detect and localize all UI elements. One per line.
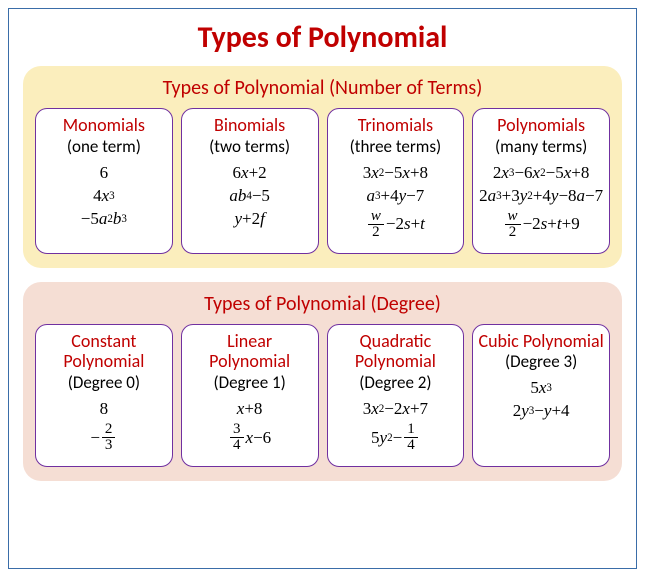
card-title: Quadratic Polynomial — [332, 331, 460, 372]
example: 4x3 — [40, 186, 168, 206]
card-subtitle: (three terms) — [332, 136, 460, 157]
section1-cards: Monomials(one term)64x3−5a2b3Binomials(t… — [35, 108, 610, 254]
card: Linear Polynomial(Degree 1) x+8 34x−6 — [181, 324, 319, 467]
card: Binomials(two terms) 6x+2 ab4−5 y+2f — [181, 108, 319, 254]
example: 3x2−5x+8 — [332, 163, 460, 183]
card-title: Linear Polynomial — [186, 331, 314, 372]
example: 6 — [40, 163, 168, 183]
example: 5y2−14 — [332, 422, 460, 453]
example: 34x−6 — [186, 422, 314, 453]
example: 3x2−2x+7 — [332, 399, 460, 419]
card-subtitle: (Degree 3) — [477, 351, 605, 372]
example: a3+4y−7 — [332, 186, 460, 206]
card: Constant Polynomial(Degree 0) 8 −23 — [35, 324, 173, 467]
main-title: Types of Polynomial — [23, 19, 622, 56]
card-title: Cubic Polynomial — [477, 331, 605, 352]
section-degree: Types of Polynomial (Degree) Constant Po… — [23, 282, 622, 481]
card-title: Monomials — [40, 115, 168, 136]
card-subtitle: (Degree 1) — [186, 372, 314, 393]
section2-title: Types of Polynomial (Degree) — [35, 292, 610, 316]
example: ab4−5 — [186, 186, 314, 206]
card-title: Binomials — [186, 115, 314, 136]
card: Polynomials(many terms) 2x3−6x2−5x+8 2a3+3… — [472, 108, 610, 254]
outer-frame: Types of Polynomial Types of Polynomial … — [8, 8, 637, 569]
example: 2x3−6x2−5x+8 — [477, 163, 605, 183]
card: Monomials(one term) 6 4x3 −5a2b3 — [35, 108, 173, 254]
example: 2a3+3y2+4y−8a−7 — [477, 186, 605, 206]
card-subtitle: (Degree 0) — [40, 372, 168, 393]
example: 6x+2 — [186, 163, 314, 183]
card-subtitle: (Degree 2) — [332, 372, 460, 393]
example: 5x3 — [477, 378, 605, 398]
example: w2−2s+t — [332, 209, 460, 240]
card-subtitle: (many terms) — [477, 136, 605, 157]
card-subtitle: (one term) — [40, 136, 168, 157]
card-title: Constant Polynomial — [40, 331, 168, 372]
example: w2−2s+t+9 — [477, 209, 605, 240]
card: Trinomials(three terms) 3x2−5x+8 a3+4y−7 w2… — [327, 108, 465, 254]
card-title: Trinomials — [332, 115, 460, 136]
example: 2y3−y+4 — [477, 401, 605, 421]
example: 8 — [40, 399, 168, 419]
card-title: Polynomials — [477, 115, 605, 136]
example: −5a2b3 — [40, 209, 168, 229]
example: y+2f — [186, 209, 314, 229]
card: Cubic Polynomial(Degree 3) 5x3 2y3−y+4 — [472, 324, 610, 467]
card-subtitle: (two terms) — [186, 136, 314, 157]
section1-title: Types of Polynomial (Number of Terms) — [35, 76, 610, 100]
example: −23 — [40, 422, 168, 453]
section2-cards: Constant Polynomial(Degree 0) 8 −23 Linear … — [35, 324, 610, 467]
example: x+8 — [186, 399, 314, 419]
card: Quadratic Polynomial(Degree 2) 3x2−2x+7 5y… — [327, 324, 465, 467]
section-number-of-terms: Types of Polynomial (Number of Terms) Mo… — [23, 66, 622, 268]
